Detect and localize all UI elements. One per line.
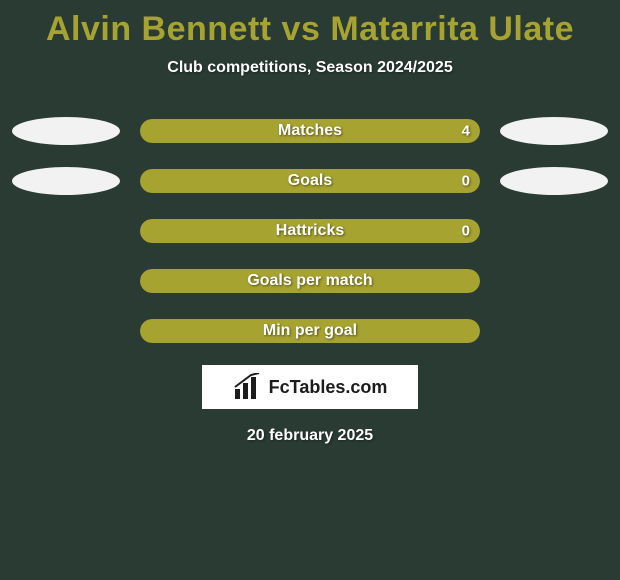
stat-label: Min per goal (263, 322, 357, 340)
stat-row: Min per goal (0, 317, 620, 345)
stat-bar: Goals per match (140, 269, 480, 293)
stat-label: Goals (288, 172, 332, 190)
brand-logo: FcTables.com (202, 365, 418, 409)
player-blob-right (500, 167, 608, 195)
player-blob-right (500, 117, 608, 145)
stat-rows: Matches 4 Goals 0 Hattricks 0 Goals per match M… (0, 117, 620, 345)
page-title: Alvin Bennett vs Matarrita Ulate (0, 0, 620, 49)
page-subtitle: Club competitions, Season 2024/2025 (0, 59, 620, 77)
player-blob-left (12, 167, 120, 195)
comparison-infographic: Alvin Bennett vs Matarrita Ulate Club co… (0, 0, 620, 580)
stat-bar: Matches 4 (140, 119, 480, 143)
brand-text: FcTables.com (269, 377, 388, 398)
stat-bar: Hattricks 0 (140, 219, 480, 243)
player-blob-left (12, 117, 120, 145)
footer-date: 20 february 2025 (0, 427, 620, 445)
chart-icon (233, 373, 263, 401)
stat-label: Matches (278, 122, 342, 140)
stat-row: Goals per match (0, 267, 620, 295)
stat-row: Hattricks 0 (0, 217, 620, 245)
stat-value: 0 (462, 173, 470, 190)
stat-value: 0 (462, 223, 470, 240)
brand-text-bold: Fc (269, 377, 290, 397)
stat-row: Matches 4 (0, 117, 620, 145)
stat-bar: Min per goal (140, 319, 480, 343)
stat-bar: Goals 0 (140, 169, 480, 193)
brand-text-rest: Tables.com (290, 377, 388, 397)
stat-label: Hattricks (276, 222, 344, 240)
stat-row: Goals 0 (0, 167, 620, 195)
stat-value: 4 (462, 123, 470, 140)
stat-label: Goals per match (247, 272, 372, 290)
